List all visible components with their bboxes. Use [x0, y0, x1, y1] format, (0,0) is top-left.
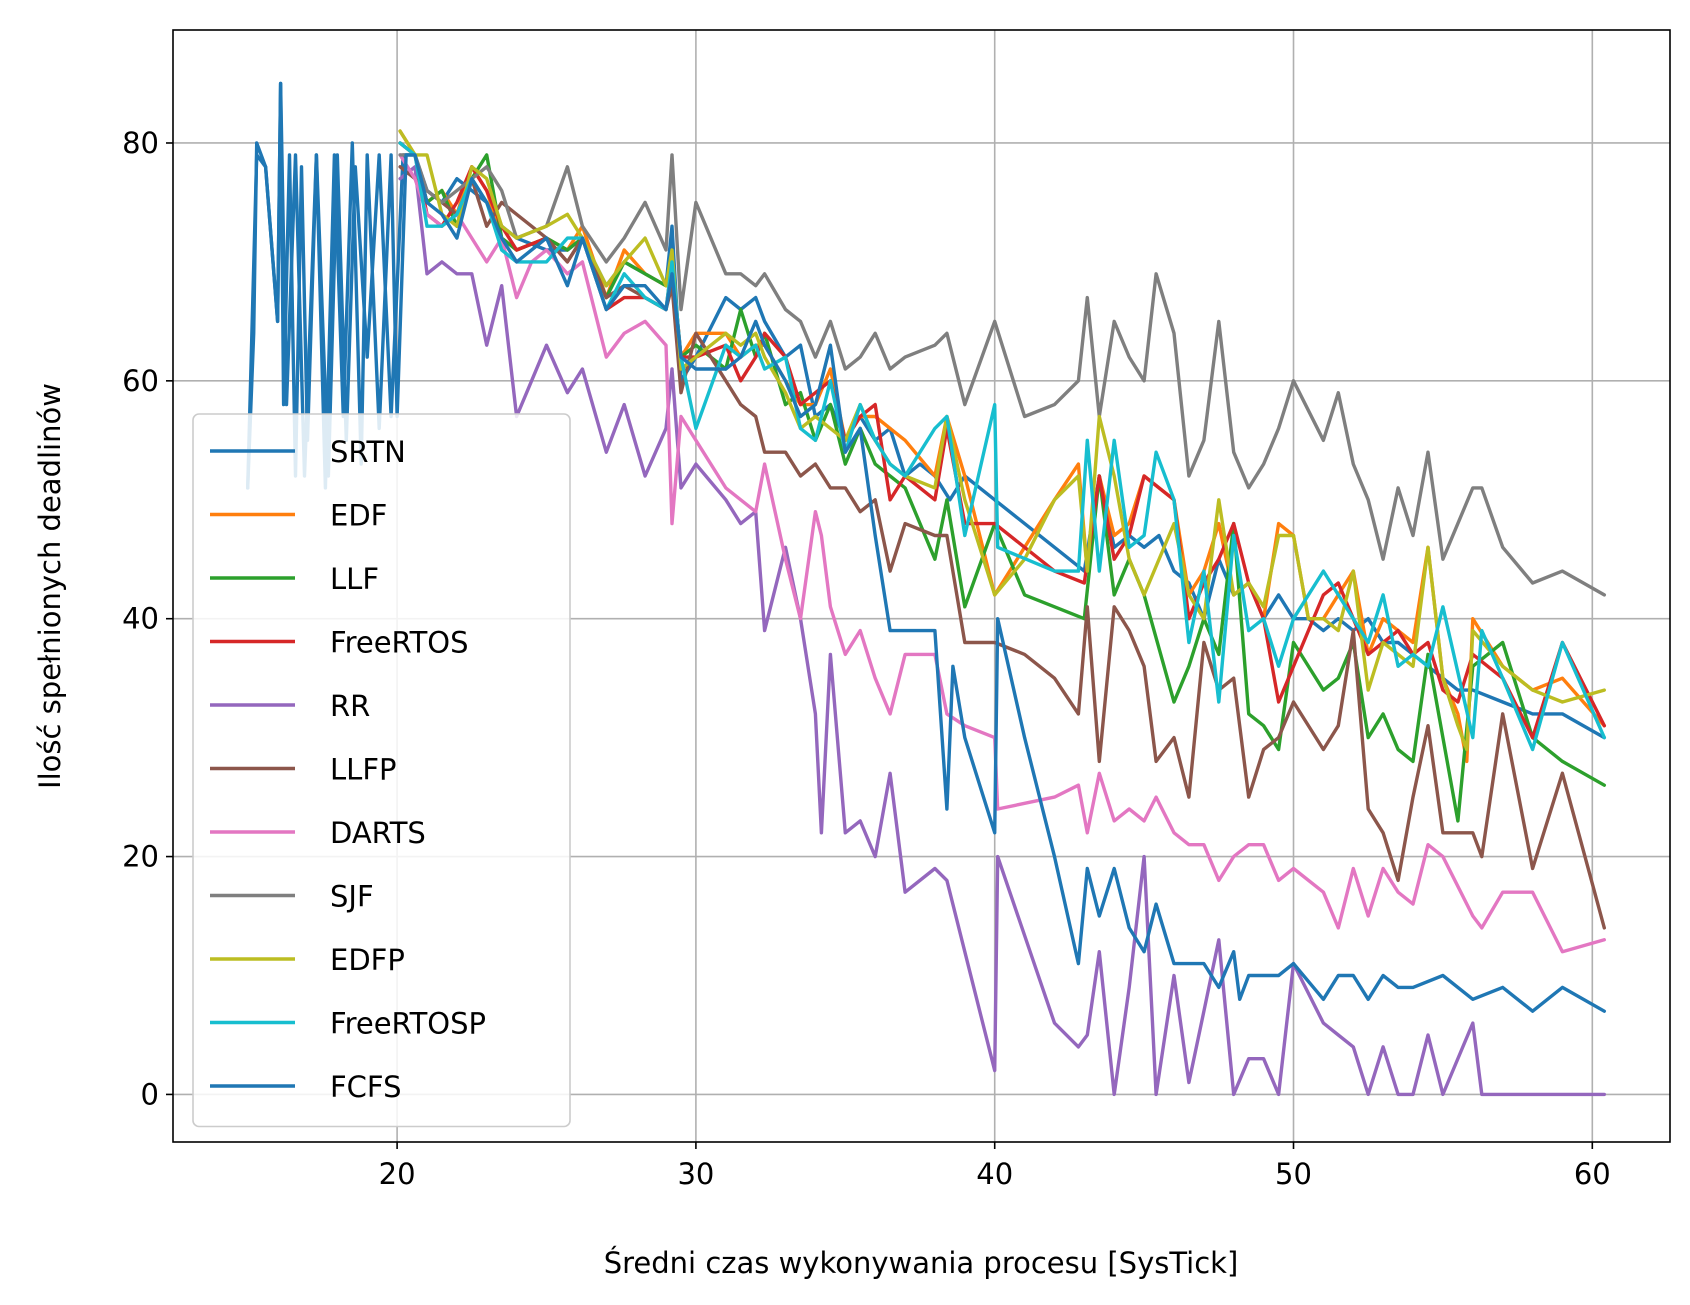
series-line-edfp [398, 129, 1607, 752]
legend-label: LLFP [330, 753, 396, 787]
x-axis-title: Średni czas wykonywania procesu [SysTick… [604, 1246, 1239, 1280]
series-lines [245, 81, 1607, 1097]
x-tick-label: 40 [976, 1157, 1013, 1191]
x-tick-label: 60 [1574, 1157, 1611, 1191]
series-line-fcfs [245, 81, 1607, 1013]
plot-frame [172, 29, 1671, 1143]
legend-label: SJF [330, 880, 374, 914]
legend-label: DARTS [330, 816, 426, 850]
axis-ticks: 20 30 40 50 60 0 20 40 60 80 [122, 126, 1611, 1191]
legend-box [192, 413, 571, 1128]
y-tick-label: 20 [122, 840, 159, 874]
legend-label: FreeRTOSP [330, 1007, 486, 1041]
legend-label: LLF [330, 562, 379, 596]
legend-label: FCFS [330, 1070, 402, 1104]
legend-label: SRTN [330, 435, 406, 469]
legend-label: FreeRTOS [330, 626, 469, 660]
legend: SRTN EDF LLF FreeRTOS RR LLFP DARTS SJF EDFP Free… [192, 413, 571, 1128]
x-tick-label: 50 [1275, 1157, 1312, 1191]
y-tick-label: 80 [122, 126, 159, 160]
legend-label: EDF [330, 499, 387, 533]
y-tick-label: 60 [122, 364, 159, 398]
y-tick-label: 40 [122, 602, 159, 636]
series-line-darts [398, 153, 1607, 954]
series-line-sjf [398, 153, 1607, 597]
x-tick-label: 20 [379, 1157, 416, 1191]
legend-label: EDFP [330, 943, 405, 977]
y-tick-label: 0 [141, 1077, 159, 1111]
x-tick-label: 30 [677, 1157, 714, 1191]
legend-label: RR [330, 689, 370, 723]
series-line-rr [398, 165, 1607, 1097]
y-axis-title: Ilość spełnionych deadlinów [33, 383, 67, 789]
